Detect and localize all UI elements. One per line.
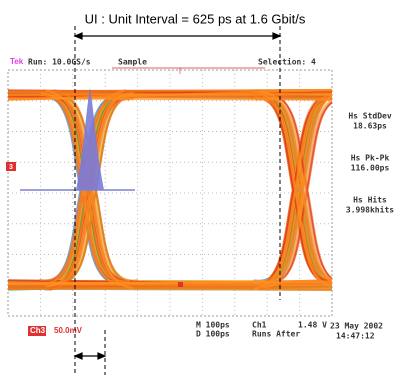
time: 14:47:12: [336, 332, 375, 341]
channel: Ch3: [30, 326, 46, 335]
marker: [178, 282, 183, 287]
selection: Selection: 4: [258, 57, 316, 67]
ui-annotation: UI : Unit Interval = 625 ps at 1.6 Gbit/…: [85, 11, 306, 26]
meas-label: Hs StdDev: [348, 112, 392, 121]
meas-value: 116.00ps: [351, 164, 390, 173]
screenshot: UI : Unit Interval = 625 ps at 1.6 Gbit/…: [0, 0, 408, 392]
date: 23 May 2002: [330, 322, 383, 331]
run-status: Runs After: [252, 330, 300, 339]
main-timebase: M 100ps: [196, 321, 230, 330]
meas-label: Hs Pk-Pk: [351, 154, 390, 163]
channel-marker: 3: [9, 164, 13, 171]
meas-value: 18.63ps: [353, 122, 387, 131]
channel-scale: 50.0mV: [54, 326, 83, 335]
acq-mode: Sample: [118, 58, 147, 67]
delayed-timebase: D 100ps: [196, 330, 230, 339]
brand: Tek: [10, 57, 24, 66]
trigger-marker: T: [178, 67, 183, 76]
trigger-level: 1.48 V: [298, 321, 327, 330]
run-rate: Run: 10.0GS/s: [28, 58, 91, 67]
meas-label: Hs Hits: [353, 195, 387, 205]
trigger-channel: Ch1: [252, 321, 267, 330]
meas-value: 3.998khits: [346, 205, 394, 215]
